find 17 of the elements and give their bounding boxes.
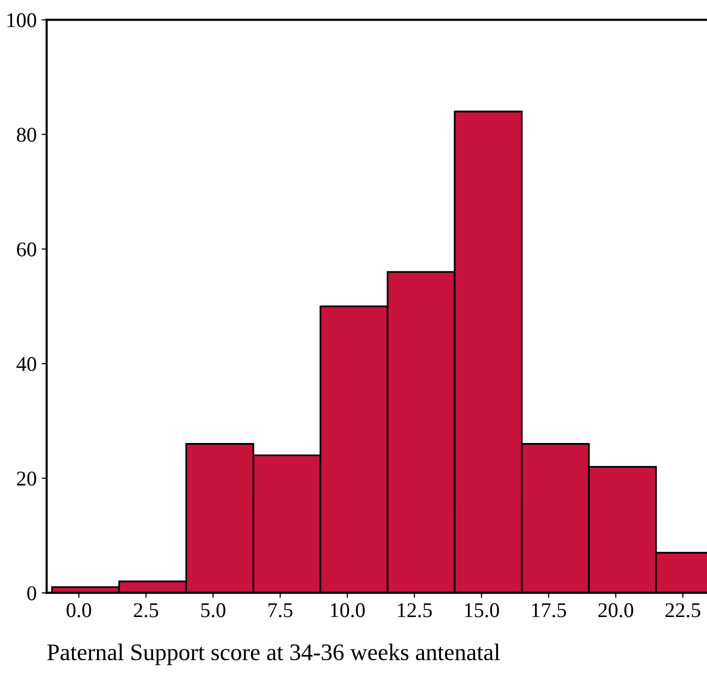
- x-tick-label: 5.0: [201, 603, 226, 618]
- x-tick-label: 12.5: [398, 603, 432, 618]
- x-tick-label: 7.5: [268, 603, 292, 618]
- y-tick-label: 40: [16, 357, 36, 372]
- x-tick-label: 17.5: [532, 603, 566, 618]
- x-tick-label: 2.5: [134, 603, 158, 618]
- x-tick-label: 20.0: [598, 603, 634, 618]
- x-tick-label: 15.0: [465, 603, 499, 618]
- x-axis-title: Paternal Support score at 34-36 weeks antenatal: [47, 644, 500, 666]
- y-tick-label: 100: [8, 13, 36, 28]
- y-tick-label: 60: [17, 242, 36, 256]
- y-tick-label: 0: [27, 586, 36, 600]
- y-tick-label: 20: [17, 472, 36, 486]
- x-tick-label: 22.5: [666, 603, 700, 618]
- x-tick-label: 10.0: [330, 603, 365, 618]
- y-tick-label: 80: [16, 128, 36, 142]
- x-tick-label: 0.0: [66, 603, 92, 618]
